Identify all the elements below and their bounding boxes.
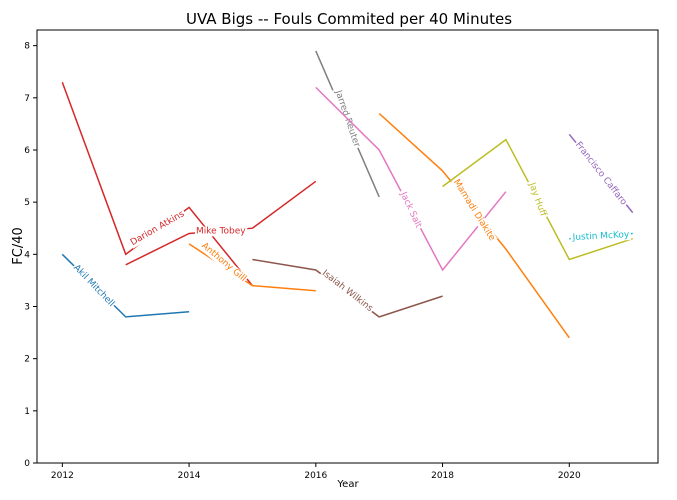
series-line-mike-tobey [125, 180, 317, 266]
x-tick-label: 2014 [178, 471, 201, 481]
series-label-bg [70, 262, 117, 310]
y-tick-label: 7 [24, 94, 30, 104]
series-label-bg [194, 226, 248, 237]
series-label-anthony-gill: Anthony Gill [199, 241, 248, 284]
y-tick-label: 5 [24, 198, 30, 208]
x-axis-label: Year [336, 479, 359, 490]
series-label-bg [319, 267, 376, 315]
series-label-isaiah-wilkins: Isaiah Wilkins [320, 268, 375, 314]
x-tick-label: 2020 [558, 471, 581, 481]
plot-area: Akil Mitchell Darion Atkins Mike Tobey Anth… [61, 50, 634, 339]
series-label-akil-mitchell: Akil Mitchell [71, 263, 116, 309]
series-label-bg [198, 240, 249, 285]
y-tick-label: 2 [24, 355, 30, 365]
series-line-mamadi-diakite [378, 112, 570, 339]
y-tick-label: 1 [24, 407, 30, 417]
series-line-jack-salt [315, 86, 507, 272]
series-label-bg [450, 176, 498, 245]
series-label-bg [572, 139, 630, 209]
series-label-mike-tobey: Mike Tobey [196, 226, 246, 236]
series-label-jack-salt: Jack Salt [397, 190, 423, 230]
y-tick-label: 4 [24, 250, 30, 260]
x-tick-label: 2016 [304, 471, 327, 481]
y-tick-label: 8 [24, 42, 30, 52]
x-tick-label: 2018 [431, 471, 454, 481]
y-tick-label: 0 [24, 459, 30, 469]
series-line-akil-mitchell [61, 253, 190, 318]
plot-frame [36, 29, 659, 464]
series-label-justin-mckoy: Justin McKoy [571, 230, 630, 243]
series-label-bg [525, 179, 549, 220]
y-axis-label: FC/40 [11, 227, 26, 264]
x-tick-label: 2012 [51, 471, 74, 481]
series-label-bg [396, 188, 424, 232]
y-tick-label: 3 [24, 302, 30, 312]
series-label-darion-atkins: Darion Atkins [129, 209, 187, 248]
series-label-francisco-caffaro: Francisco Caffaro [573, 140, 629, 208]
series-label-bg [128, 208, 188, 249]
y-tick-label: 6 [24, 146, 30, 156]
series-label-jay-huff: Jay Huff [526, 181, 548, 219]
series-label-bg [570, 230, 632, 244]
chart-title: UVA Bigs -- Fouls Commited per 40 Minute… [186, 10, 512, 28]
